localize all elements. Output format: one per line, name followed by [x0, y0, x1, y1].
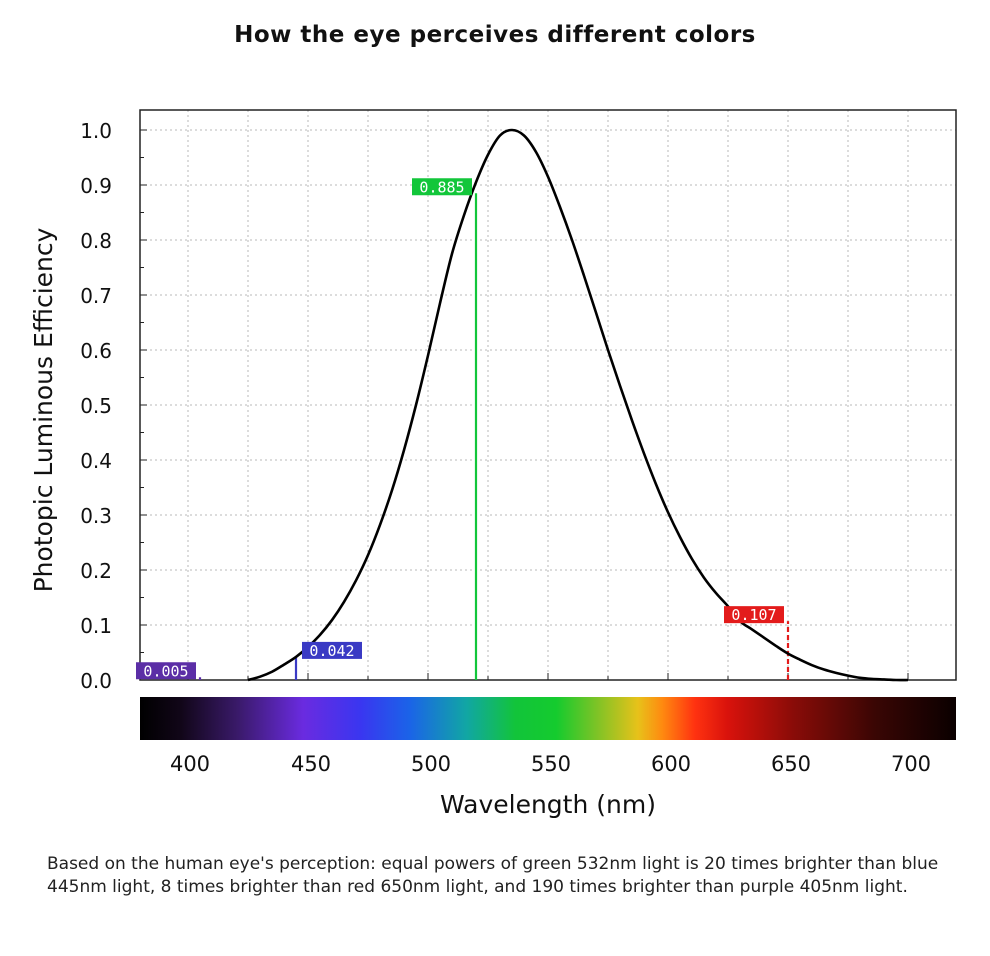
x-tick-label: 550	[531, 752, 571, 776]
marker-labels: 0.005 0.042 0.885 0.107	[136, 178, 784, 680]
marker-label-box	[302, 641, 362, 659]
y-tick-label: 0.6	[80, 339, 112, 363]
luminous-efficiency-curve	[247, 128, 909, 682]
y-tick-labels: 0.0 0.1 0.2 0.3 0.4 0.5 0.6 0.7 0.8 0.9 1.0	[80, 119, 112, 693]
x-tick-label: 700	[891, 752, 931, 776]
marker-label-box	[412, 178, 472, 196]
marker-value-label: 0.107	[731, 606, 776, 624]
y-tick-label: 0.5	[80, 394, 112, 418]
x-tick-label: 400	[170, 752, 210, 776]
marker-label-box	[724, 606, 784, 624]
caption: Based on the human eye's perception: equ…	[47, 854, 939, 897]
y-tick-label: 0.0	[80, 669, 112, 693]
marker-label-box	[136, 662, 196, 680]
y-tick-label: 0.8	[80, 229, 112, 253]
y-tick-label: 0.1	[80, 614, 112, 638]
marker-value-label: 0.005	[143, 662, 188, 680]
chart-title: How the eye perceives different colors	[234, 22, 756, 48]
y-tick-label: 0.9	[80, 174, 112, 198]
x-tick-labels: 400 450 500 550 600 650 700	[170, 752, 931, 776]
plot-axes	[139, 109, 957, 681]
y-tick-label: 1.0	[80, 119, 112, 143]
marker-lines	[198, 193, 790, 680]
marker-value-label: 0.042	[309, 642, 354, 660]
y-tick-label: 0.4	[80, 449, 112, 473]
y-tick-label: 0.3	[80, 504, 112, 528]
x-tick-label: 450	[291, 752, 331, 776]
y-axis-label: Photopic Luminous Efficiency	[29, 227, 58, 592]
x-tick-label: 650	[771, 752, 811, 776]
y-tick-label: 0.7	[80, 284, 112, 308]
x-tick-label: 500	[411, 752, 451, 776]
y-tick-label: 0.2	[80, 559, 112, 583]
x-tick-label: 600	[651, 752, 691, 776]
color-spectrum-bar	[140, 697, 956, 740]
marker-value-label: 0.885	[419, 178, 464, 196]
plot-grid	[140, 110, 956, 680]
x-axis-label: Wavelength (nm)	[440, 790, 656, 819]
